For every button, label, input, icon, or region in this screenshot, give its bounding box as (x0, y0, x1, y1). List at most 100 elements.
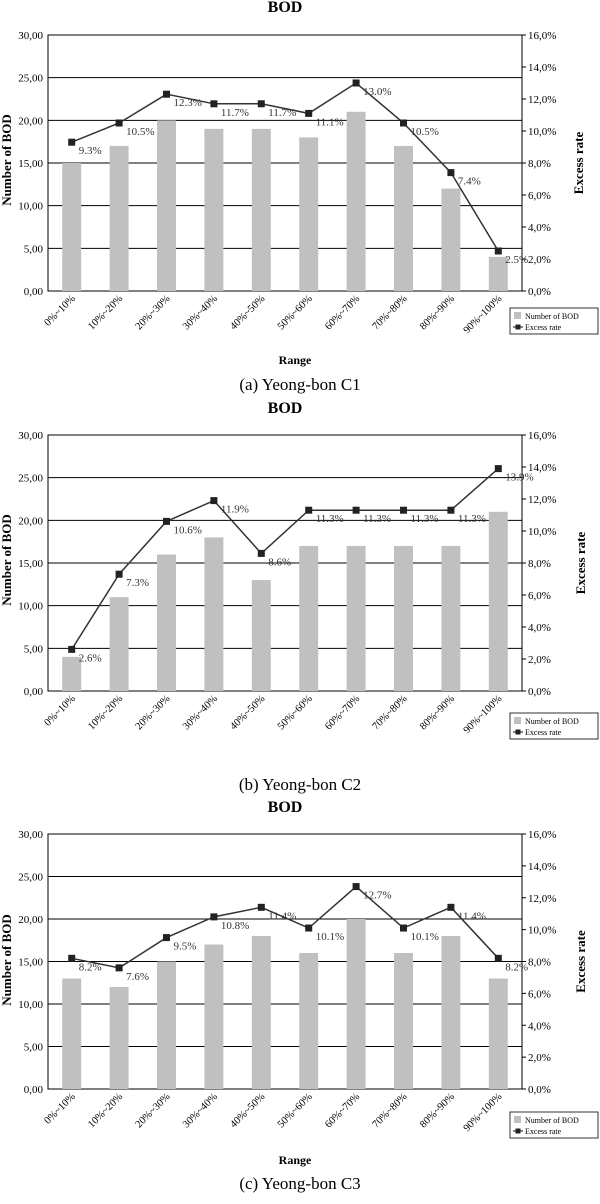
y-axis-title: Number of BOD (0, 514, 14, 605)
bar (251, 128, 271, 291)
chart-panel-2: BOD 0,00 5,00 10,00 15,00 20,00 25,00 30,00 0,0%… (0, 400, 599, 794)
bar (204, 944, 224, 1089)
y2-tick-label: 14,0% (528, 861, 556, 873)
chart-title: BOD (268, 799, 303, 816)
legend-label: Number of BOD (525, 312, 579, 321)
data-label: 13.0% (363, 86, 391, 98)
line-point (68, 645, 76, 653)
x-tick-label: 0%~10% (43, 1091, 78, 1126)
legend: Number of BOD Excess rate (509, 1111, 599, 1139)
bar (157, 120, 176, 291)
data-label: 7.6% (126, 971, 149, 983)
legend-label: Number of BOD (525, 1116, 579, 1125)
data-label: 10.8% (221, 920, 249, 932)
bar (62, 163, 82, 291)
y-tick-label: 20,00 (18, 115, 43, 127)
data-label: 2.5% (505, 254, 528, 266)
bar (488, 978, 508, 1089)
line-point (163, 934, 170, 942)
bar (62, 656, 82, 691)
data-label: 11.3% (363, 513, 391, 525)
line-point (163, 90, 170, 98)
bar (62, 978, 82, 1089)
x-tick-label: 70%~80% (371, 693, 410, 732)
x-tick-label: 40%~50% (228, 1091, 267, 1130)
data-label: 10.6% (174, 524, 202, 536)
y-tick-label: 5,00 (24, 1042, 44, 1054)
line-point (115, 570, 123, 578)
y2-tick-label: 4,0% (528, 622, 551, 634)
y-tick-label: 5,00 (24, 243, 44, 255)
legend: Number of BOD Excess rate (509, 712, 599, 740)
y2-axis-title: Excess rate (573, 532, 588, 595)
y-tick-label: 5,00 (24, 643, 44, 655)
legend: Number of BOD Excess rate (509, 307, 599, 335)
legend-label: Excess rate (525, 1127, 562, 1136)
line-point (257, 100, 265, 108)
y2-tick-label: 10,0% (528, 925, 556, 937)
legend-swatch-marker (515, 324, 521, 330)
x-tick-label: 10%~20% (86, 1091, 125, 1130)
legend-label: Excess rate (525, 323, 562, 332)
legend-swatch-bar (514, 717, 521, 724)
data-label: 11.7% (268, 107, 296, 119)
x-tick-label: 40%~50% (228, 293, 267, 332)
legend-label: Excess rate (525, 728, 562, 737)
x-tick-label: 30%~40% (181, 693, 220, 732)
figure-caption: (c) Yeong-bon C3 (239, 1174, 360, 1193)
y-tick-label: 0,00 (24, 1084, 44, 1096)
legend-box (509, 712, 599, 740)
bar (251, 936, 271, 1089)
figure-caption: (a) Yeong-bon C1 (239, 375, 360, 394)
y2-tick-label: 4,0% (528, 222, 551, 234)
chart-title: BOD (268, 400, 303, 417)
data-label: 12.7% (363, 890, 391, 902)
legend-swatch-marker (515, 729, 521, 735)
line-point (305, 506, 313, 514)
data-label: 11.3% (411, 513, 439, 525)
x-tick-label: 0%~10% (43, 293, 78, 328)
bar (157, 961, 176, 1089)
line-point (447, 903, 455, 911)
y-tick-label: 10,00 (18, 999, 43, 1011)
bar (346, 545, 366, 691)
line-point (447, 169, 455, 177)
plot-frame (47, 434, 523, 692)
y2-tick-label: 8,0% (528, 558, 551, 570)
data-label: 7.3% (126, 577, 149, 589)
line-point (447, 506, 455, 514)
x-tick-label: 30%~40% (181, 1091, 220, 1130)
y2-axis-title: Excess rate (573, 930, 588, 993)
line-point (210, 913, 218, 921)
x-axis-title: Range (279, 1153, 312, 1167)
y-axis-title: Number of BOD (0, 114, 14, 205)
data-label: 11.3% (316, 513, 344, 525)
bar (299, 953, 319, 1089)
bar (394, 953, 413, 1089)
bar (299, 137, 319, 291)
y-tick-label: 15,00 (18, 558, 43, 570)
data-label: 11.4% (458, 910, 486, 922)
x-tick-label: 80%~90% (418, 293, 457, 332)
y-tick-label: 30,00 (18, 30, 43, 42)
data-label: 10.1% (411, 931, 439, 943)
y2-tick-label: 12,0% (528, 893, 556, 905)
legend-swatch-bar (514, 312, 521, 319)
x-tick-label: 60%~70% (323, 693, 362, 732)
line-point (352, 506, 360, 514)
chart-panel-1: BOD 0,00 5,00 10,00 15,00 20,00 25,00 30,00 0,0%… (0, 0, 599, 394)
y2-tick-label: 0,0% (528, 286, 551, 298)
data-label: 8.2% (505, 961, 528, 973)
bar (394, 545, 413, 691)
data-label: 11.7% (221, 107, 249, 119)
bar (157, 554, 176, 691)
x-tick-label: 0%~10% (43, 693, 78, 728)
bar (441, 188, 461, 291)
line-point (257, 903, 265, 911)
line-point (400, 119, 407, 127)
x-tick-label: 70%~80% (371, 1091, 410, 1130)
x-tick-label: 60%~70% (323, 293, 362, 332)
y-tick-label: 30,00 (18, 430, 43, 442)
data-label: 11.1% (316, 116, 344, 128)
